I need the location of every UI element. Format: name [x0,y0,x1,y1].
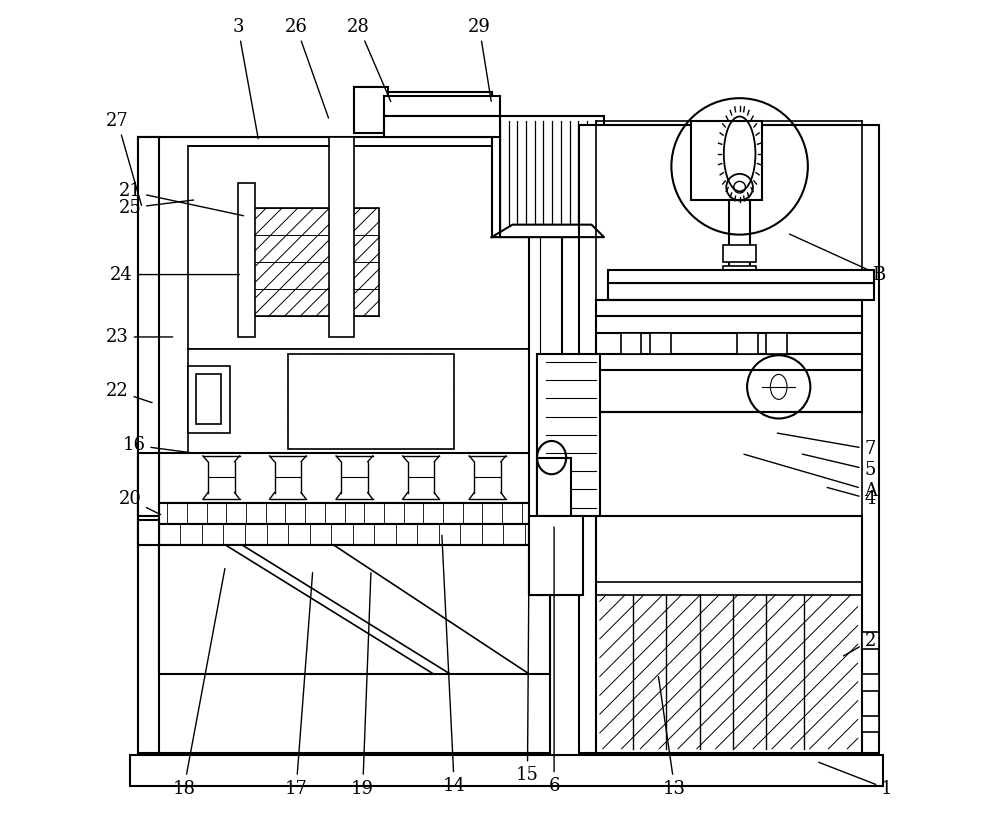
Bar [384,92,492,112]
Bar [862,716,879,732]
Text: 22: 22 [106,382,152,403]
Bar [196,374,221,424]
Bar [604,204,646,220]
Bar [138,137,550,753]
Text: 4: 4 [827,488,876,508]
Bar [862,674,879,691]
Text: 7: 7 [777,433,876,458]
Bar [188,146,546,349]
Text: 6: 6 [548,527,560,795]
Text: 18: 18 [172,568,225,798]
Polygon shape [492,225,604,237]
Bar [354,87,388,133]
Text: 26: 26 [285,17,329,118]
Bar [384,96,500,116]
Text: 21: 21 [118,182,244,215]
Bar [862,632,879,649]
Text: 15: 15 [516,543,539,785]
Bar [596,516,862,753]
Bar [529,516,583,595]
Bar [159,453,550,503]
Bar [529,121,562,595]
Text: 5: 5 [802,454,876,479]
Bar [492,116,604,237]
Bar [354,87,384,121]
Text: 19: 19 [351,572,374,798]
Bar [766,333,787,354]
Bar [537,354,600,516]
Bar [691,121,762,200]
Text: 23: 23 [106,328,173,346]
Bar [138,520,159,545]
Bar [238,183,255,337]
Text: 27: 27 [106,111,141,206]
Bar [604,187,646,204]
Text: A: A [744,454,877,500]
Bar [159,524,550,545]
Bar [650,333,671,354]
Text: 24: 24 [110,265,239,284]
Text: 13: 13 [658,676,686,798]
Bar [138,453,159,516]
Bar [608,270,874,283]
Bar [546,524,575,545]
Bar [546,474,575,524]
Bar [159,545,550,674]
Bar [723,245,756,262]
Bar [250,208,379,316]
Bar [729,200,750,316]
Bar [130,755,883,786]
Bar [621,333,641,354]
Bar [579,125,879,753]
Text: 25: 25 [118,199,194,217]
Bar [596,300,862,412]
Text: B: B [790,234,885,284]
Bar [188,349,546,453]
Text: 28: 28 [347,17,391,102]
Bar [737,333,758,354]
Bar [159,503,550,524]
Bar [138,137,159,753]
Text: 14: 14 [442,535,466,795]
Bar [723,266,756,283]
Text: 2: 2 [844,631,876,656]
Bar [188,366,230,433]
Text: 17: 17 [285,572,313,798]
Text: 16: 16 [122,436,194,454]
Bar [329,137,354,337]
Text: 20: 20 [118,490,161,515]
Text: 3: 3 [232,17,258,139]
Bar [384,116,500,137]
Text: 1: 1 [819,762,893,798]
Bar [537,458,571,516]
Bar [288,354,454,449]
Bar [608,283,874,300]
Text: 29: 29 [468,17,491,102]
